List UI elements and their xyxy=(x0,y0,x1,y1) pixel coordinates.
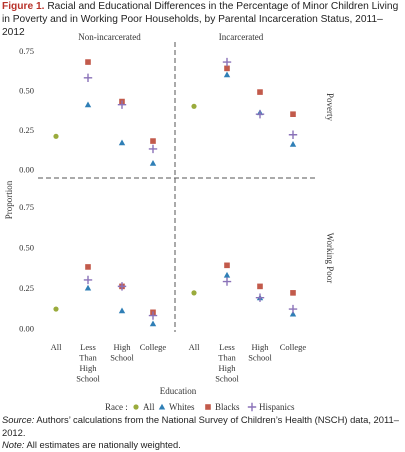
x-tick-label-line: College xyxy=(280,342,307,352)
row-label-1: Working Poor xyxy=(325,233,335,284)
column-header-0: Non-incarcerated xyxy=(78,32,141,42)
legend-marker-all xyxy=(133,404,139,410)
x-tick-label-c1-2: High School xyxy=(248,342,272,363)
legend-label-all: All xyxy=(143,402,155,412)
x-tick-label-line: School xyxy=(76,374,100,384)
y-tick-label-r1-1: 0.25 xyxy=(19,283,34,293)
y-axis-label: Proportion xyxy=(4,180,14,219)
data-point-whites-r0-c0-2 xyxy=(118,139,126,146)
x-tick-label-c1-3: College xyxy=(280,342,307,352)
data-point-hispanics-r1-c0-3 xyxy=(148,311,158,320)
data-point-hispanics-r1-c1-3 xyxy=(288,304,298,314)
figure-label: Figure 1. xyxy=(2,1,45,12)
data-point-blacks-r0-c0-1 xyxy=(85,59,91,65)
data-point-hispanics-r1-c1-1 xyxy=(222,277,232,286)
y-tick-label-r0-2: 0.50 xyxy=(19,86,34,96)
x-tick-label-c0-2: High School xyxy=(110,342,134,363)
y-tick-label-r1-3: 0.75 xyxy=(19,202,34,212)
data-point-hispanics-r0-c1-3 xyxy=(288,130,298,139)
x-tick-label-c0-0: All xyxy=(51,342,63,352)
y-tick-label-r0-3: 0.75 xyxy=(19,46,34,56)
x-tick-label-line: High xyxy=(252,342,270,352)
figure-notes: Source: Authors’ calculations from the N… xyxy=(2,414,403,452)
source-text: Authors’ calculations from the National … xyxy=(2,414,399,438)
data-point-hispanics-r1-c0-2 xyxy=(117,282,127,291)
x-tick-label-line: Than xyxy=(218,353,236,363)
legend-label-blacks: Blacks xyxy=(215,402,240,412)
x-tick-label-line: School xyxy=(110,353,134,363)
x-tick-label-line: School xyxy=(215,374,239,384)
data-point-whites-r1-c1-3 xyxy=(289,310,297,317)
data-point-all-r1-c0-0 xyxy=(53,306,59,312)
x-axis-label: Education xyxy=(160,386,197,396)
figure-title: Figure 1. Racial and Educational Differe… xyxy=(2,0,403,39)
x-tick-label-line: High xyxy=(219,363,237,373)
x-tick-label-line: All xyxy=(51,342,63,352)
x-tick-label-line: High xyxy=(114,342,132,352)
source-line: Source: Authors’ calculations from the N… xyxy=(2,414,403,439)
legend-label-whites: Whites xyxy=(169,402,195,412)
data-point-whites-r0-c0-3 xyxy=(149,159,157,166)
data-point-whites-r1-c0-1 xyxy=(84,284,92,291)
x-tick-label-line: Than xyxy=(79,353,97,363)
data-point-blacks-r1-c1-2 xyxy=(257,283,263,290)
data-point-blacks-r1-c0-1 xyxy=(85,264,91,270)
note-line: Note: All estimates are nationally weigh… xyxy=(2,439,403,452)
data-point-blacks-r0-c1-1 xyxy=(224,65,230,72)
figure-title-text: Racial and Educational Differences in th… xyxy=(2,1,399,38)
y-tick-label-r1-2: 0.50 xyxy=(19,243,34,253)
x-tick-label-c0-1: Less Than High School xyxy=(76,342,100,384)
data-point-hispanics-r0-c0-2 xyxy=(117,100,127,109)
data-point-blacks-r0-c1-3 xyxy=(290,111,296,117)
y-tick-label-r0-0: 0.00 xyxy=(19,165,34,175)
data-point-hispanics-r1-c0-1 xyxy=(83,275,93,285)
data-point-whites-r0-c0-1 xyxy=(84,101,92,108)
column-header-1: Incarcerated xyxy=(219,32,264,42)
data-point-hispanics-r0-c1-2 xyxy=(255,110,265,119)
legend-marker-whites xyxy=(158,403,166,410)
x-tick-label-line: All xyxy=(189,342,201,352)
x-tick-label-c1-1: Less Than High School xyxy=(215,342,239,384)
x-tick-label-line: Less xyxy=(219,342,235,352)
data-point-whites-r1-c0-2 xyxy=(118,307,126,314)
x-tick-label-line: College xyxy=(140,342,167,352)
faceted-scatter-chart: Non-incarcerated Incarcerated Poverty Worki… xyxy=(4,32,335,412)
data-point-whites-r0-c1-1 xyxy=(223,71,231,78)
data-point-hispanics-r0-c0-3 xyxy=(148,144,158,154)
data-point-whites-r0-c1-3 xyxy=(289,141,297,147)
legend-marker-hispanics xyxy=(247,402,257,412)
data-point-hispanics-r0-c1-1 xyxy=(222,57,232,67)
legend-marker-blacks xyxy=(205,404,211,410)
legend-label-hispanics: Hispanics xyxy=(259,402,295,412)
data-point-all-r1-c1-0 xyxy=(191,290,197,296)
x-tick-label-line: Less xyxy=(80,342,96,352)
data-point-blacks-r0-c0-3 xyxy=(150,138,156,144)
y-tick-label-r0-1: 0.25 xyxy=(19,125,34,135)
x-tick-label-c0-3: College xyxy=(140,342,167,352)
legend-title: Race : xyxy=(105,402,128,412)
data-point-all-r0-c0-0 xyxy=(53,133,59,139)
x-tick-label-line: High xyxy=(80,363,98,373)
note-text: All estimates are nationally weighted. xyxy=(26,439,181,450)
data-point-whites-r1-c1-1 xyxy=(223,271,231,278)
data-point-blacks-r0-c1-2 xyxy=(257,89,263,95)
source-label: Source: xyxy=(2,414,35,425)
data-point-all-r0-c1-0 xyxy=(191,103,197,109)
data-point-blacks-r1-c1-3 xyxy=(290,290,296,296)
data-point-whites-r1-c0-3 xyxy=(149,320,157,327)
x-tick-label-line: School xyxy=(248,353,272,363)
y-tick-label-r1-0: 0.00 xyxy=(19,324,34,334)
data-point-hispanics-r1-c1-2 xyxy=(255,293,265,302)
data-point-hispanics-r0-c0-1 xyxy=(83,73,93,83)
row-label-0: Poverty xyxy=(325,93,335,121)
note-label: Note: xyxy=(2,439,25,450)
x-tick-label-c1-0: All xyxy=(189,342,201,352)
data-point-blacks-r1-c1-1 xyxy=(224,262,230,269)
